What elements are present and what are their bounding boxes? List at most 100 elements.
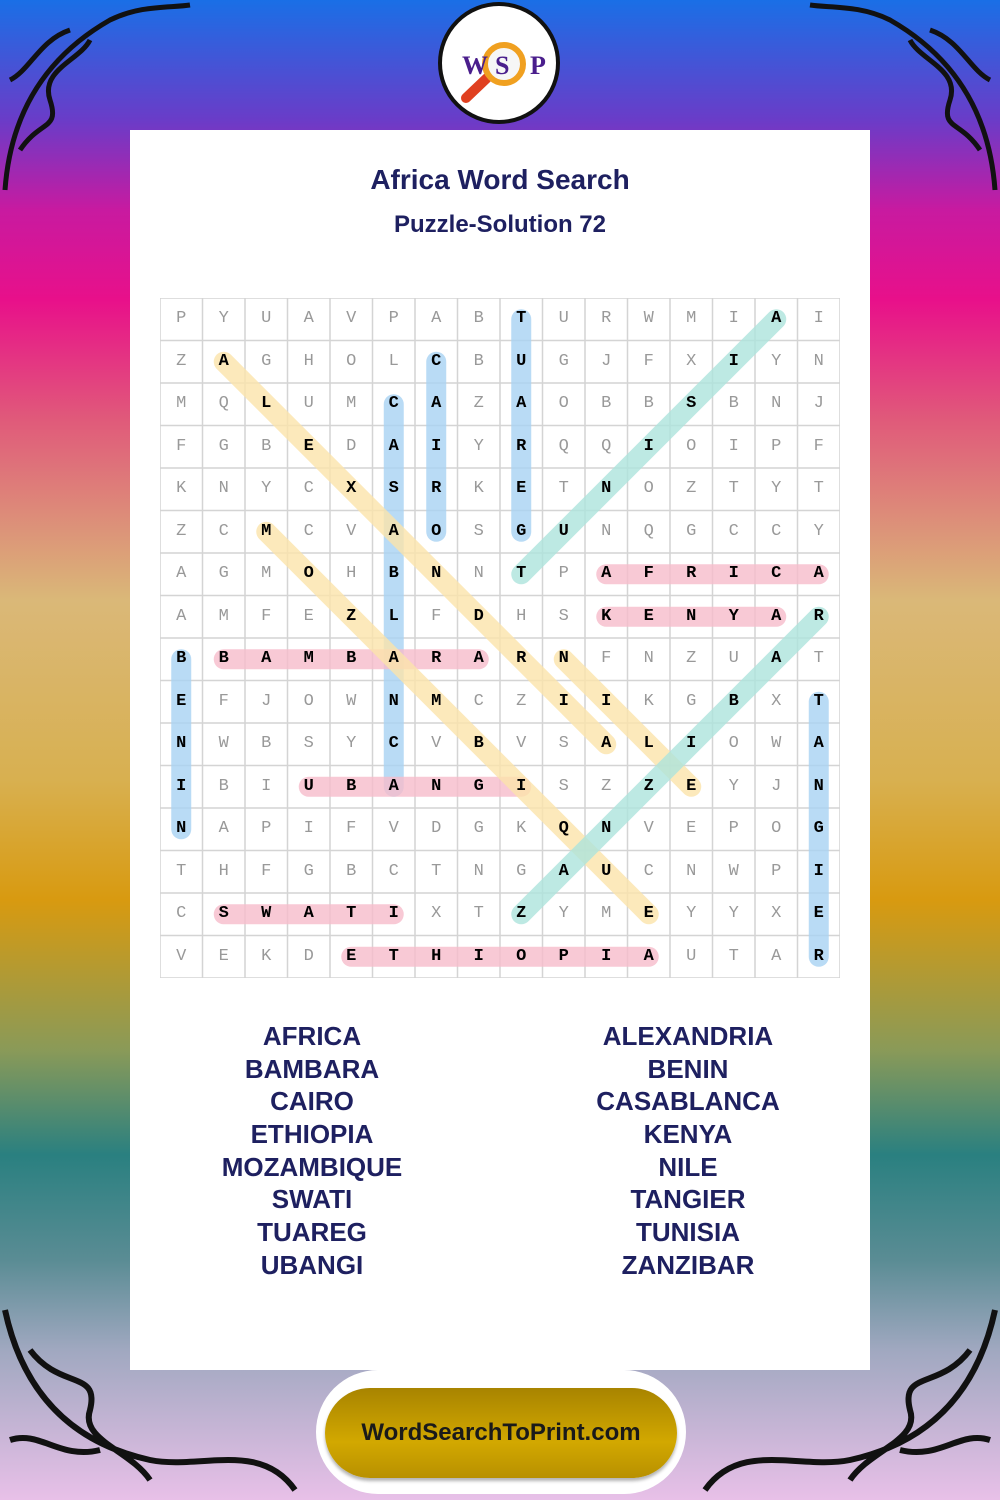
grid-cell[interactable]: K <box>176 479 187 498</box>
grid-cell[interactable]: B <box>643 394 654 413</box>
grid-cell[interactable]: F <box>643 351 654 371</box>
grid-cell[interactable]: Z <box>176 351 187 371</box>
grid-cell[interactable]: C <box>303 521 314 541</box>
grid-cell[interactable]: I <box>643 436 654 456</box>
grid-cell[interactable]: O <box>303 564 314 583</box>
grid-cell[interactable]: S <box>218 904 229 923</box>
grid-cell[interactable]: R <box>516 436 527 456</box>
grid-cell[interactable]: A <box>388 776 399 796</box>
grid-cell[interactable]: K <box>473 479 484 498</box>
grid-cell[interactable]: C <box>728 521 739 541</box>
grid-cell[interactable]: B <box>176 649 187 668</box>
grid-cell[interactable]: A <box>813 564 824 583</box>
grid-cell[interactable]: A <box>771 309 782 328</box>
grid-cell[interactable]: A <box>813 734 824 753</box>
grid-cell[interactable]: B <box>473 351 484 371</box>
grid-cell[interactable]: U <box>303 394 314 413</box>
grid-cell[interactable]: F <box>261 861 272 881</box>
grid-cell[interactable]: A <box>218 351 229 371</box>
grid-cell[interactable]: D <box>346 436 357 456</box>
grid-cell[interactable]: T <box>728 946 739 966</box>
grid-cell[interactable]: A <box>771 606 782 626</box>
grid-cell[interactable]: T <box>388 946 399 966</box>
grid-cell[interactable]: K <box>601 606 612 626</box>
grid-cell[interactable]: N <box>601 479 612 498</box>
grid-cell[interactable]: W <box>771 734 782 753</box>
grid-cell[interactable]: M <box>686 309 697 328</box>
grid-cell[interactable]: A <box>558 861 569 881</box>
grid-cell[interactable]: T <box>558 479 569 498</box>
grid-cell[interactable]: I <box>516 776 527 796</box>
grid-cell[interactable]: D <box>473 606 484 626</box>
grid-cell[interactable]: T <box>813 691 824 711</box>
grid-cell[interactable]: J <box>771 776 782 796</box>
grid-cell[interactable]: Y <box>728 776 739 796</box>
grid-cell[interactable]: F <box>176 436 187 456</box>
grid-cell[interactable]: H <box>516 606 527 626</box>
grid-cell[interactable]: C <box>771 521 782 541</box>
grid-cell[interactable]: Y <box>771 351 782 371</box>
grid-cell[interactable]: N <box>771 394 782 413</box>
grid-cell[interactable]: B <box>218 776 229 796</box>
grid-cell[interactable]: Q <box>558 436 569 456</box>
grid-cell[interactable]: V <box>388 819 399 838</box>
grid-cell[interactable]: E <box>303 606 314 626</box>
grid-cell[interactable]: P <box>558 564 569 583</box>
grid-cell[interactable]: B <box>261 436 272 456</box>
grid-cell[interactable]: R <box>431 479 442 498</box>
grid-cell[interactable]: N <box>686 861 697 881</box>
grid-cell[interactable]: G <box>473 819 484 838</box>
grid-cell[interactable]: P <box>558 946 569 966</box>
grid-cell[interactable]: A <box>771 649 782 668</box>
grid-cell[interactable]: I <box>813 861 824 881</box>
grid-cell[interactable]: A <box>388 521 399 541</box>
grid-cell[interactable]: Y <box>813 521 824 541</box>
grid-cell[interactable]: S <box>473 521 484 541</box>
grid-cell[interactable]: N <box>813 351 824 371</box>
grid-cell[interactable]: G <box>558 351 569 371</box>
grid-cell[interactable]: H <box>346 564 357 583</box>
grid-cell[interactable]: M <box>176 394 187 413</box>
grid-cell[interactable]: G <box>218 436 229 456</box>
grid-cell[interactable]: E <box>813 904 824 923</box>
grid-cell[interactable]: I <box>601 691 612 711</box>
grid-cell[interactable]: B <box>346 776 357 796</box>
grid-cell[interactable]: I <box>728 564 739 583</box>
grid-cell[interactable]: C <box>473 691 484 711</box>
grid-cell[interactable]: H <box>303 351 314 371</box>
grid-cell[interactable]: A <box>261 649 272 668</box>
grid-cell[interactable]: A <box>643 946 654 966</box>
grid-cell[interactable]: C <box>303 479 314 498</box>
grid-cell[interactable]: A <box>176 564 187 583</box>
grid-cell[interactable]: C <box>771 564 782 583</box>
grid-cell[interactable]: J <box>601 351 612 371</box>
grid-cell[interactable]: E <box>516 479 527 498</box>
grid-cell[interactable]: G <box>303 861 314 881</box>
grid-cell[interactable]: V <box>346 309 357 328</box>
grid-cell[interactable]: U <box>558 309 569 328</box>
grid-cell[interactable]: A <box>601 734 612 753</box>
grid-cell[interactable]: P <box>771 436 782 456</box>
grid-cell[interactable]: N <box>686 606 697 626</box>
grid-cell[interactable]: A <box>771 946 782 966</box>
grid-cell[interactable]: N <box>813 776 824 796</box>
grid-cell[interactable]: S <box>558 734 569 753</box>
grid-cell[interactable]: A <box>431 309 442 328</box>
grid-cell[interactable]: G <box>261 351 272 371</box>
grid-cell[interactable]: G <box>473 776 484 796</box>
grid-cell[interactable]: R <box>813 606 824 626</box>
grid-cell[interactable]: T <box>728 479 739 498</box>
grid-cell[interactable]: V <box>176 946 187 966</box>
grid-cell[interactable]: H <box>431 946 442 966</box>
grid-cell[interactable]: U <box>516 351 527 371</box>
grid-cell[interactable]: O <box>558 394 569 413</box>
grid-cell[interactable]: V <box>516 734 527 753</box>
grid-cell[interactable]: N <box>431 564 442 583</box>
grid-cell[interactable]: Q <box>558 819 569 838</box>
grid-cell[interactable]: M <box>261 521 272 541</box>
grid-cell[interactable]: G <box>686 521 697 541</box>
grid-cell[interactable]: F <box>261 606 272 626</box>
grid-cell[interactable]: Y <box>218 309 229 328</box>
grid-cell[interactable]: N <box>473 564 484 583</box>
grid-cell[interactable]: A <box>601 564 612 583</box>
